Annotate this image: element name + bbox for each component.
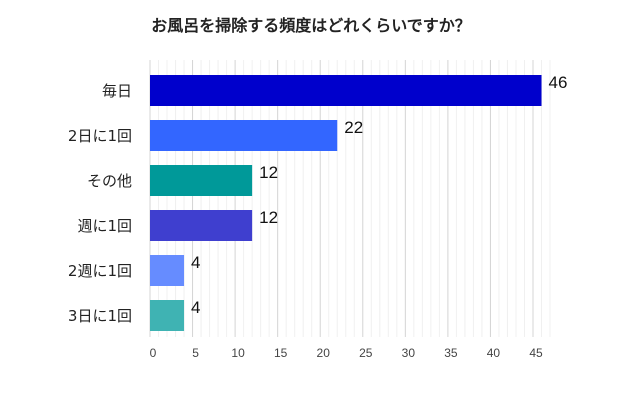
category-label: 2日に1回 xyxy=(68,127,132,145)
category-label: 2週に1回 xyxy=(68,262,132,280)
category-label: その他 xyxy=(87,172,132,190)
bar xyxy=(150,165,253,196)
x-tick-label: 40 xyxy=(487,346,501,360)
x-tick-label: 5 xyxy=(192,346,199,360)
bar xyxy=(150,75,542,106)
data-label: 46 xyxy=(549,73,568,92)
bar xyxy=(150,300,185,331)
bar xyxy=(150,255,185,286)
data-label: 22 xyxy=(344,118,363,137)
x-tick-label: 30 xyxy=(402,346,416,360)
x-tick-label: 35 xyxy=(444,346,458,360)
bar xyxy=(150,120,338,151)
category-label: 毎日 xyxy=(102,82,132,100)
x-tick-label: 45 xyxy=(529,346,543,360)
x-tick-label: 10 xyxy=(231,346,245,360)
x-tick-label: 0 xyxy=(150,346,157,360)
data-label: 4 xyxy=(191,298,200,317)
category-label: 週に1回 xyxy=(77,217,132,235)
bar xyxy=(150,210,253,241)
x-tick-label: 25 xyxy=(359,346,373,360)
data-label: 12 xyxy=(259,163,278,182)
data-label: 4 xyxy=(191,253,200,272)
category-label: 3日に1回 xyxy=(68,307,132,325)
x-tick-label: 15 xyxy=(274,346,288,360)
x-tick-label: 20 xyxy=(317,346,331,360)
data-label: 12 xyxy=(259,208,278,227)
chart-title: お風呂を掃除する頻度はどれくらいですか？ xyxy=(151,16,471,35)
